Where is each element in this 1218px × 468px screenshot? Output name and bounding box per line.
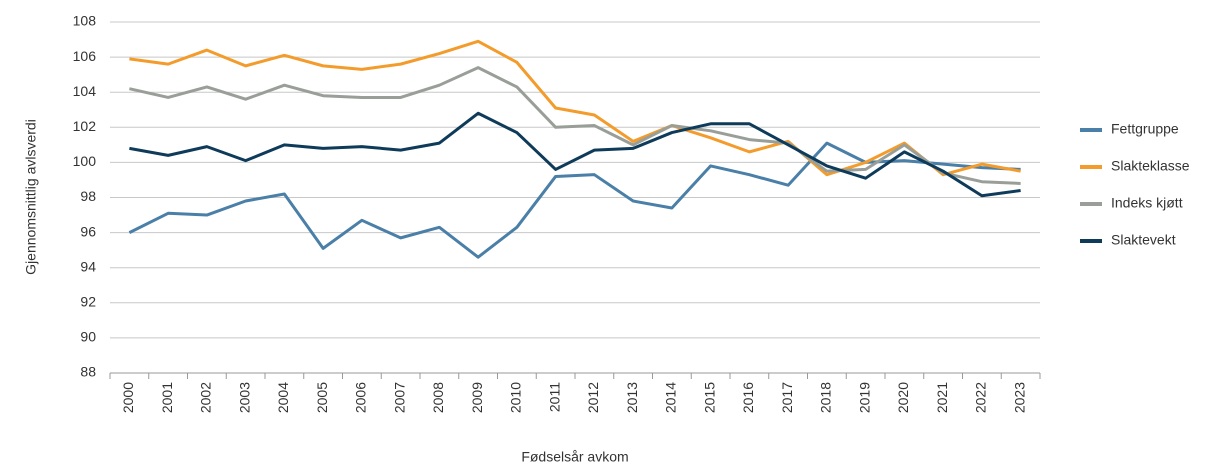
x-tick-label: 2017	[779, 382, 795, 413]
x-axis-label: Fødselsår avkom	[521, 449, 628, 465]
x-tick-label: 2013	[624, 382, 640, 413]
x-tick-label: 2016	[740, 382, 756, 413]
y-tick-label: 94	[80, 258, 96, 274]
x-tick-label: 2009	[469, 382, 485, 413]
legend-label: Slakteklasse	[1111, 158, 1190, 174]
legend-label: Indeks kjøtt	[1111, 195, 1183, 211]
x-tick-label: 2007	[391, 382, 407, 413]
series-line	[129, 66, 1021, 185]
x-tick-label: 2020	[895, 382, 911, 413]
series-line	[128, 141, 1021, 259]
x-tick-label: 2012	[585, 382, 601, 413]
x-tick-label: 2008	[430, 382, 446, 413]
y-tick-label: 98	[80, 188, 96, 204]
y-tick-label: 100	[73, 153, 97, 169]
x-tick-label: 2011	[546, 382, 562, 412]
x-tick-label: 2005	[314, 382, 330, 413]
series-line	[129, 111, 1021, 198]
x-tick-label: 2004	[275, 382, 291, 413]
x-tick-label: 2019	[856, 382, 872, 413]
x-tick-label: 2002	[198, 382, 214, 413]
x-tick-label: 2000	[120, 382, 136, 413]
y-tick-label: 106	[73, 48, 97, 64]
y-tick-label: 90	[80, 329, 96, 345]
y-tick-label: 88	[80, 364, 96, 380]
y-axis-label: Gjennomsnittlig avlsverdi	[23, 119, 39, 275]
x-tick-label: 2022	[973, 382, 989, 413]
x-tick-label: 2023	[1011, 382, 1027, 413]
y-tick-label: 96	[80, 223, 96, 239]
y-tick-label: 108	[73, 13, 97, 29]
x-tick-label: 2003	[236, 382, 252, 413]
x-tick-label: 2014	[663, 382, 679, 413]
x-tick-label: 2010	[508, 382, 524, 413]
x-tick-label: 2006	[353, 382, 369, 413]
legend-label: Fettgruppe	[1111, 121, 1179, 137]
series-line	[129, 39, 1021, 177]
x-tick-label: 2015	[701, 382, 717, 413]
y-tick-label: 92	[80, 294, 96, 310]
x-tick-label: 2001	[159, 382, 175, 413]
x-tick-label: 2018	[818, 382, 834, 413]
y-tick-label: 104	[73, 83, 97, 99]
y-tick-label: 102	[73, 118, 97, 134]
legend-label: Slaktevekt	[1111, 232, 1176, 248]
x-tick-label: 2021	[934, 382, 950, 413]
